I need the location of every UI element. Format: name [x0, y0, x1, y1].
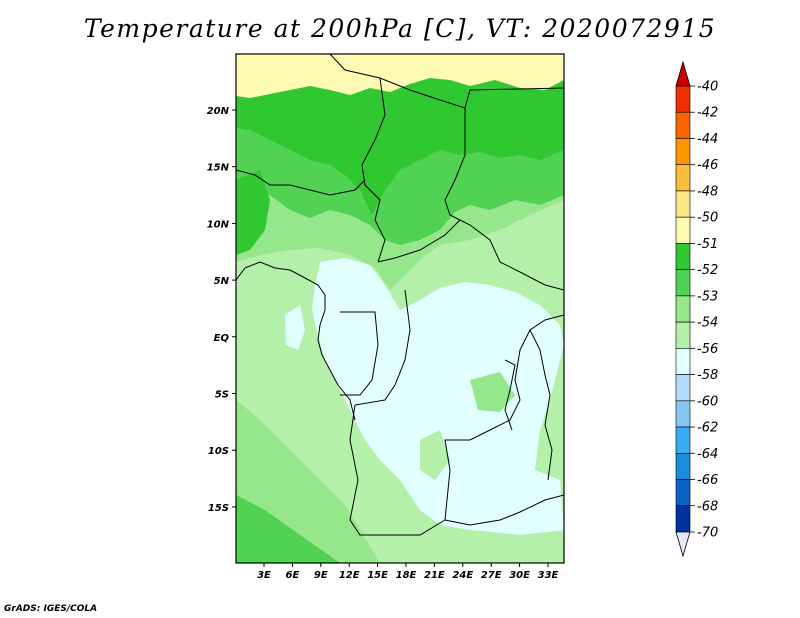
lat-tick-label: 15N — [207, 163, 230, 174]
colorbar-label: -54 — [697, 316, 718, 331]
colorbar-swatch — [675, 348, 691, 375]
border-line — [377, 219, 461, 263]
colorbar-label: -56 — [697, 342, 718, 357]
field-51-west — [236, 170, 270, 255]
colorbar-label: -40 — [697, 80, 718, 95]
lon-tick-label: 27E — [481, 570, 502, 581]
colorbar-swatch — [675, 216, 691, 244]
lon-tick-label: 3E — [257, 570, 271, 581]
borders — [236, 54, 564, 536]
credit-text: GrADS: IGES/COLA — [4, 604, 98, 614]
border-line — [529, 329, 553, 481]
colorbar: -40 -42 -44 -46 -48 -50 -51 -52 -53 -54 -56 -58 -60 -… — [675, 60, 718, 558]
colorbar-swatch — [675, 400, 691, 428]
colorbar-swatch — [675, 374, 691, 402]
colorbar-swatch — [675, 164, 691, 192]
colorbar-swatch — [675, 321, 691, 349]
colorbar-swatch — [675, 426, 691, 454]
lon-tick-label: 33E — [538, 570, 559, 581]
border-line — [236, 169, 366, 196]
colorbar-label: -64 — [697, 447, 718, 462]
colorbar-swatch — [675, 190, 691, 218]
border-line — [504, 359, 516, 431]
border-line — [329, 54, 564, 109]
colorbar-label: -44 — [697, 132, 718, 147]
colorbar-label: -58 — [697, 368, 718, 383]
plot-frame — [235, 53, 565, 564]
lon-tick-label: 30E — [509, 570, 530, 581]
colorbar-swatch — [675, 243, 691, 270]
border-line — [236, 261, 356, 421]
colorbar-label: -68 — [697, 499, 718, 514]
colorbar-label: -50 — [697, 211, 718, 226]
field-53-pocket2 — [420, 430, 450, 480]
lat-tick-label: 20N — [207, 106, 230, 117]
colorbar-swatch — [675, 452, 691, 480]
colorbar-label: -51 — [697, 237, 718, 252]
border-line — [349, 289, 491, 536]
field-53-pocket — [470, 372, 515, 412]
field-56-west — [285, 305, 305, 350]
border-line — [489, 314, 564, 431]
lon-tick-label: 15E — [367, 570, 388, 581]
field-53-southwest — [236, 400, 380, 563]
colorbar-swatch — [675, 479, 691, 507]
lon-tick-label: 9E — [314, 570, 328, 581]
border-line — [361, 77, 386, 263]
lon-axis: 3E 6E 9E 12E 15E 18E 21E 24E 27E 30E 33E — [257, 563, 559, 581]
colorbar-swatch — [675, 138, 691, 166]
colorbar-label: -66 — [697, 473, 718, 488]
lat-axis: 20N 15N 10N 5N EQ 5S 10S 15S — [207, 106, 236, 514]
lon-tick-label: 24E — [452, 570, 473, 581]
colorbar-label: -53 — [697, 289, 718, 304]
colorbar-swatch — [675, 85, 691, 113]
lon-tick-label: 18E — [396, 570, 417, 581]
lat-tick-label: 10S — [208, 446, 229, 457]
colorbar-label: -48 — [697, 184, 718, 199]
field-56-central — [312, 258, 564, 535]
lon-tick-label: 21E — [424, 570, 445, 581]
colorbar-label: -46 — [697, 158, 718, 173]
lat-tick-label: 10N — [207, 219, 230, 230]
colorbar-cap-bottom — [675, 531, 691, 558]
lat-tick-label: 15S — [208, 503, 229, 514]
colorbar-swatch — [675, 505, 691, 533]
lon-tick-label: 6E — [286, 570, 300, 581]
colorbar-label: -52 — [697, 263, 718, 278]
field-50 — [236, 54, 564, 98]
border-line — [444, 494, 564, 526]
lat-tick-label: 5S — [215, 390, 229, 401]
lat-tick-label: EQ — [214, 333, 230, 344]
border-line — [444, 108, 564, 291]
colorbar-cap-top — [675, 60, 691, 87]
colorbar-swatch — [675, 111, 691, 139]
chart-title: Temperature at 200hPa [C], VT: 202007291… — [83, 14, 717, 43]
temperature-field — [236, 54, 564, 563]
colorbar-label: -60 — [697, 394, 718, 409]
colorbar-label: -70 — [697, 526, 718, 541]
field-51 — [236, 54, 564, 215]
lon-tick-label: 12E — [339, 570, 360, 581]
colorbar-swatch — [675, 295, 691, 323]
colorbar-label: -42 — [697, 106, 718, 121]
colorbar-swatch — [675, 269, 691, 297]
border-line — [340, 311, 379, 396]
lat-tick-label: 5N — [214, 276, 230, 287]
colorbar-label: -62 — [697, 421, 718, 436]
